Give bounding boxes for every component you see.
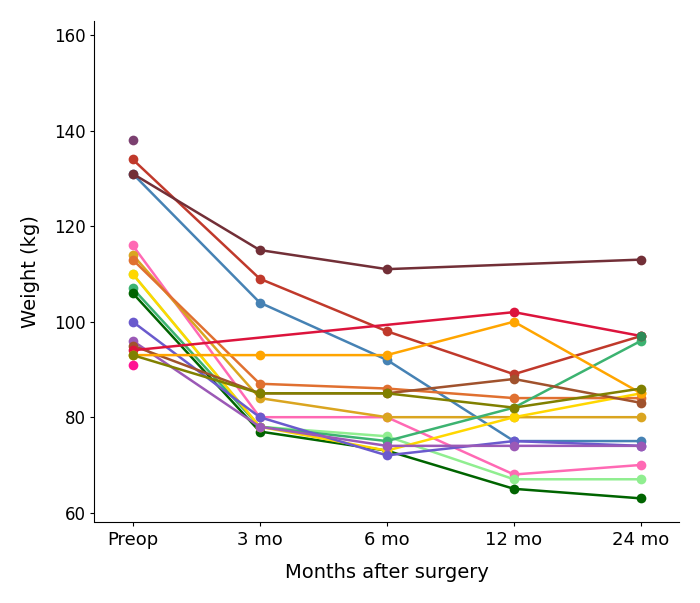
X-axis label: Months after surgery: Months after surgery (285, 563, 489, 582)
Y-axis label: Weight (kg): Weight (kg) (21, 215, 40, 328)
